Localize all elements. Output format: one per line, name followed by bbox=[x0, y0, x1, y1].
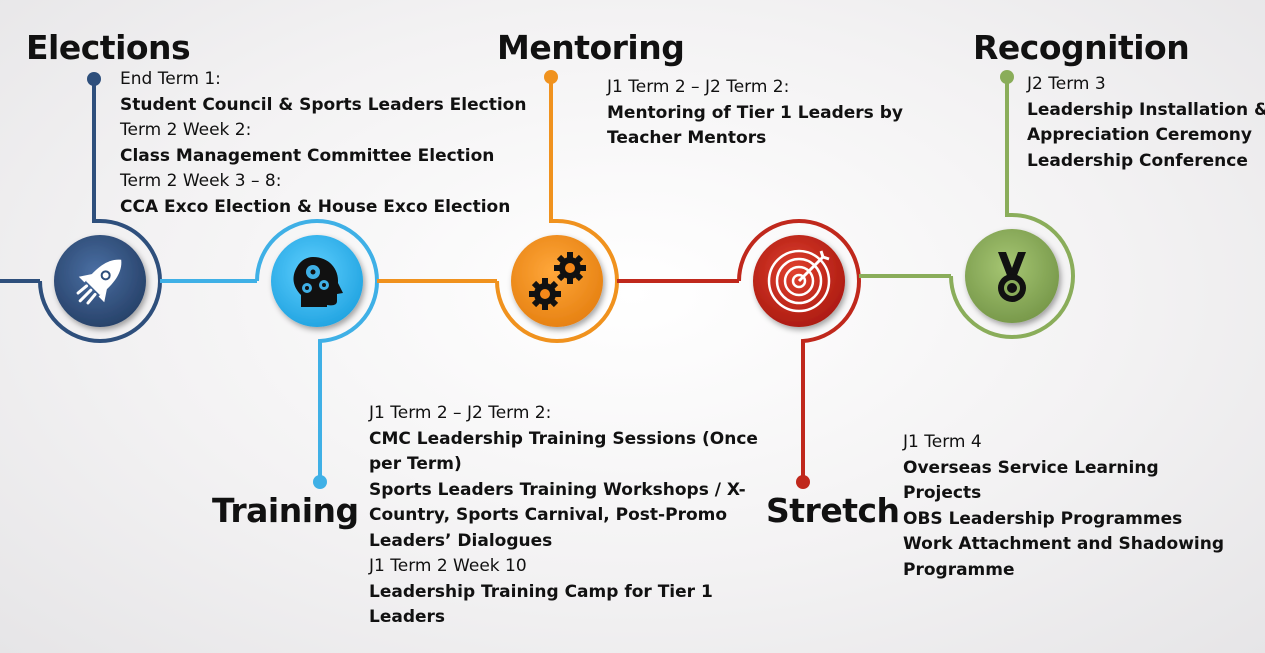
detail-bold-line: Overseas Service Learning bbox=[903, 457, 1159, 478]
detail-bold-line: Student Council & Sports Leaders Electio… bbox=[120, 94, 527, 115]
target-icon bbox=[767, 249, 831, 313]
detail-bold-line: Leaders’ Dialogues bbox=[369, 530, 553, 551]
detail-bold-line: Leadership Training Camp for Tier 1 bbox=[369, 581, 713, 602]
mentoring-circle bbox=[511, 235, 603, 327]
detail-date-line: J1 Term 2 – J2 Term 2: bbox=[607, 77, 790, 97]
elections-title: Elections bbox=[26, 28, 191, 67]
detail-bold-line: Work Attachment and Shadowing bbox=[903, 534, 1225, 554]
gears-icon bbox=[529, 252, 586, 310]
stretch-dot bbox=[796, 475, 810, 489]
detail-bold-line: Sports Leaders Training Workshops / X- bbox=[369, 479, 746, 500]
stretch-details: J1 Term 4 Overseas Service Learning Projec… bbox=[903, 430, 1224, 583]
detail-bold-line: Mentoring of Tier 1 Leaders by bbox=[607, 102, 903, 123]
elections-details: End Term 1: Student Council & Sports Lead… bbox=[120, 67, 526, 220]
detail-bold-line: Leadership Conference bbox=[1027, 150, 1248, 171]
detail-bold-line: CCA Exco Election & House Exco Election bbox=[120, 196, 511, 217]
mentoring-details: J1 Term 2 – J2 Term 2: Mentoring of Tier … bbox=[607, 75, 903, 152]
detail-bold-line: Programme bbox=[903, 559, 1015, 580]
recognition-connector bbox=[859, 77, 1076, 340]
training-dot bbox=[313, 475, 327, 489]
training-connector bbox=[160, 218, 380, 482]
recognition-dot bbox=[1000, 70, 1014, 84]
detail-bold-line: CMC Leadership Training Sessions (Once bbox=[369, 428, 758, 449]
detail-date-line: Term 2 Week 2: bbox=[120, 120, 252, 140]
detail-bold-line: Country, Sports Carnival, Post-Promo bbox=[369, 505, 728, 525]
training-details: J1 Term 2 – J2 Term 2: CMC Leadership Tra… bbox=[369, 401, 758, 631]
detail-date-line: J1 Term 2 – J2 Term 2: bbox=[369, 403, 552, 423]
detail-bold-line: Class Management Committee Election bbox=[120, 145, 495, 166]
detail-bold-line: OBS Leadership Programmes bbox=[903, 508, 1183, 529]
mentoring-connector bbox=[377, 77, 620, 344]
detail-bold-line: Leadership Installation & bbox=[1027, 99, 1265, 120]
detail-date-line: J2 Term 3 bbox=[1027, 74, 1106, 94]
recognition-details: J2 Term 3 Leadership Installation & Apprec… bbox=[1027, 72, 1265, 174]
medal-icon bbox=[998, 252, 1026, 302]
detail-date-line: End Term 1: bbox=[120, 69, 221, 89]
detail-bold-line: Leaders bbox=[369, 607, 446, 627]
detail-date-line: J1 Term 4 bbox=[903, 432, 982, 452]
detail-bold-line: Appreciation Ceremony bbox=[1027, 125, 1252, 145]
detail-bold-line: per Term) bbox=[369, 454, 462, 474]
elections-dot bbox=[87, 72, 101, 86]
detail-bold-line: Teacher Mentors bbox=[607, 128, 767, 148]
detail-date-line: J1 Term 2 Week 10 bbox=[369, 556, 527, 576]
mentoring-dot bbox=[544, 70, 558, 84]
training-title: Training bbox=[212, 491, 359, 530]
detail-bold-line: Projects bbox=[903, 483, 982, 503]
elections-connector bbox=[0, 79, 163, 344]
head-gears-icon bbox=[293, 257, 343, 307]
mentoring-title: Mentoring bbox=[497, 28, 685, 67]
stretch-title: Stretch bbox=[766, 491, 900, 530]
recognition-title: Recognition bbox=[973, 28, 1190, 67]
detail-date-line: Term 2 Week 3 – 8: bbox=[120, 171, 282, 191]
stretch-connector bbox=[617, 218, 862, 482]
